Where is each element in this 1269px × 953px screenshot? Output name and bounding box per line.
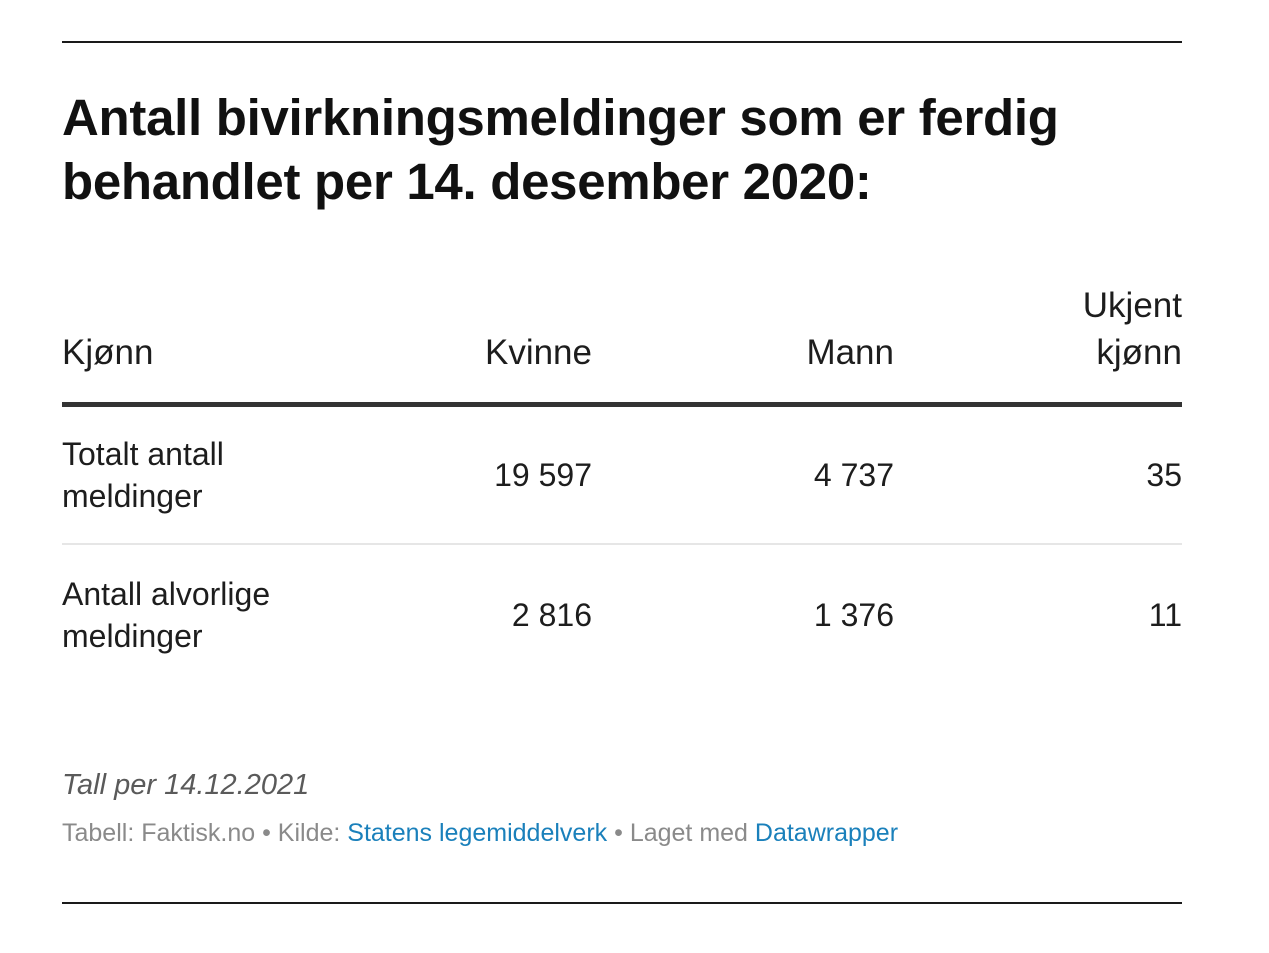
byline-separator: • (607, 819, 630, 847)
column-header-kvinne: Kvinne (292, 282, 592, 407)
byline-source-prefix: Kilde: (277, 819, 348, 847)
column-header-mann: Mann (592, 282, 894, 407)
bottom-rule (62, 902, 1182, 904)
byline-separator: • (255, 819, 278, 847)
datawrapper-link[interactable]: Datawrapper (754, 819, 899, 847)
byline: Tabell: Faktisk.no • Kilde: Statens lege… (62, 816, 898, 850)
table-cell: 2 816 (511, 597, 592, 633)
column-header-ukjent-label: Ukjent kjønn (1082, 286, 1182, 372)
table-cell: 4 737 (592, 404, 894, 545)
table-cell: 1 376 (813, 597, 894, 633)
table-cell: 11 (1148, 597, 1182, 633)
table-row: Antall alvorlige meldinger 2 816 1 376 1… (62, 544, 1182, 657)
byline-table-by: Tabell: Faktisk.no (62, 819, 256, 847)
row-label: Antall alvorlige meldinger (62, 576, 271, 654)
byline-made-with-prefix: Laget med (629, 819, 755, 847)
chart-title: Antall bivirkningsmeldinger som er ferdi… (62, 89, 1059, 210)
table-cell: 19 597 (292, 404, 592, 545)
row-label: Totalt antall meldinger (62, 404, 292, 545)
source-link[interactable]: Statens legemiddelverk (347, 819, 608, 847)
column-header-ukjent: Ukjent kjønn (894, 282, 1182, 407)
data-table: Kjønn Kvinne Mann Ukjent kjønn Totalt an… (62, 282, 1182, 657)
top-rule (62, 41, 1182, 43)
table-cell: 35 (894, 404, 1182, 545)
table-note: Tall per 14.12.2021 (62, 769, 310, 801)
table-header-row: Kjønn Kvinne Mann Ukjent kjønn (62, 282, 1182, 407)
column-header-kjonn: Kjønn (62, 282, 292, 407)
table-row: Totalt antall meldinger 19 597 4 737 35 (62, 404, 1182, 545)
